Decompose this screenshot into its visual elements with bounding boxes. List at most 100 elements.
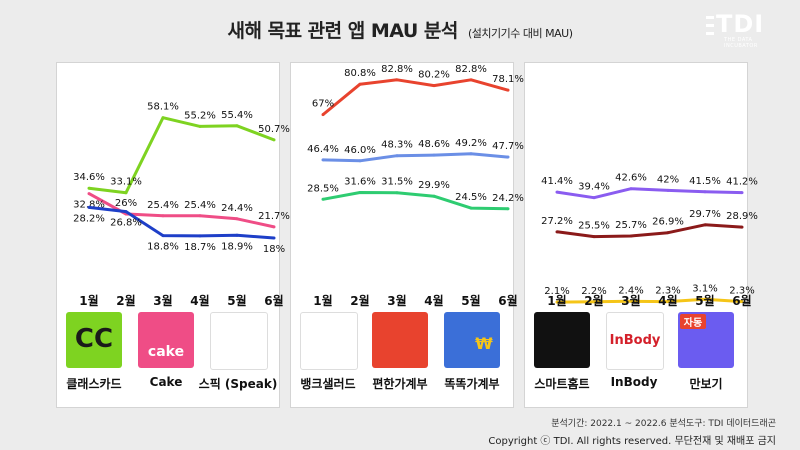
data-label: 29.7%: [689, 209, 721, 220]
month-label: 1월: [313, 294, 333, 308]
chart-1: 34.6% 33.1% 58.1% 55.2% 55.4% 50.7% 32.8% 26% 25…: [73, 102, 290, 255]
data-label: 25.4%: [184, 200, 216, 211]
data-point: [629, 187, 633, 191]
title-subtitle: (설치기기수 대비 MAU): [468, 27, 573, 40]
icon-text: CC: [74, 324, 114, 354]
classcard-icon: CC: [66, 312, 122, 368]
data-label: 2.2%: [581, 286, 606, 297]
data-label: 2.4%: [618, 285, 643, 296]
data-point: [321, 158, 325, 162]
app-name: 편한가계부: [372, 377, 428, 391]
data-label: 2.3%: [655, 286, 680, 297]
data-label: 25.7%: [615, 220, 647, 231]
data-point: [87, 186, 91, 190]
data-label: 41.2%: [726, 177, 758, 188]
data-point: [629, 299, 633, 303]
cake-icon: cake: [138, 312, 194, 368]
month-label: 5월: [461, 294, 481, 308]
data-label: 82.8%: [455, 64, 487, 75]
chart-3: 41.4% 39.4% 42.6% 42% 41.5% 41.2% 27.2% 25.5% 25…: [541, 173, 758, 304]
app-name: 스픽 (Speak): [198, 377, 278, 391]
data-label: 3.1%: [692, 283, 717, 294]
data-point: [592, 235, 596, 239]
icon-text: 자동: [680, 314, 706, 329]
data-point: [703, 223, 707, 227]
data-label: 24.4%: [221, 203, 253, 214]
data-point: [87, 205, 91, 209]
month-label: 6월: [264, 294, 284, 308]
series-line-1-1: [88, 116, 275, 195]
data-point: [506, 88, 510, 92]
data-label: 21.7%: [258, 211, 290, 222]
data-point: [272, 138, 276, 142]
data-point: [272, 225, 276, 229]
data-point: [432, 84, 436, 88]
data-point: [198, 124, 202, 128]
page-title: 새해 목표 관련 앱 MAU 분석 (설치기기수 대비 MAU): [0, 16, 800, 43]
data-point: [198, 234, 202, 238]
data-point: [358, 82, 362, 86]
data-point: [395, 78, 399, 82]
tdi-logo: TDI THE DATA INCUBATOR: [706, 10, 784, 49]
month-label: 6월: [498, 294, 518, 308]
data-label: 18.9%: [221, 241, 253, 252]
month-label: 4월: [658, 294, 678, 308]
lightbulb-icon: ₩: [444, 312, 500, 368]
data-point: [161, 214, 165, 218]
data-label: 32.8%: [73, 200, 105, 211]
month-label: 3월: [387, 294, 407, 308]
data-label: 55.2%: [184, 110, 216, 121]
inbody-icon: InBody: [606, 312, 664, 370]
pedometer-icon: 자동: [678, 312, 734, 368]
logo-text: TDI: [716, 10, 765, 38]
data-label: 29.9%: [418, 180, 450, 191]
data-label: 42%: [657, 174, 679, 185]
data-label: 25.4%: [147, 200, 179, 211]
data-point: [555, 190, 559, 194]
data-label: 80.8%: [344, 68, 376, 79]
data-label: 41.4%: [541, 176, 573, 187]
app-name: 만보기: [689, 377, 723, 391]
data-label: 39.4%: [578, 182, 610, 193]
data-point: [198, 214, 202, 218]
data-label: 78.1%: [492, 74, 524, 85]
data-label: 28.5%: [307, 183, 339, 194]
data-point: [592, 300, 596, 304]
series-line-3-2: [556, 223, 743, 239]
data-label: 48.6%: [418, 139, 450, 150]
data-point: [432, 194, 436, 198]
data-label: 58.1%: [147, 102, 179, 113]
data-point: [358, 159, 362, 163]
data-label: 41.5%: [689, 176, 721, 187]
data-label: 31.5%: [381, 177, 413, 188]
data-point: [235, 233, 239, 237]
data-label: 42.6%: [615, 173, 647, 184]
data-point: [703, 190, 707, 194]
app-name: 스마트홈트: [534, 377, 590, 391]
app-name: Cake: [149, 375, 183, 389]
data-point: [272, 236, 276, 240]
app-name: 똑똑가계부: [444, 377, 500, 391]
data-point: [321, 113, 325, 117]
month-label: 2월: [350, 294, 370, 308]
app-name: 클래스카드: [66, 377, 122, 391]
chart-2: 67% 80.8% 82.8% 80.2% 82.8% 78.1% 46.4% 46.0% 48…: [307, 64, 524, 211]
banksalad-icon: [300, 312, 358, 370]
data-label: 18%: [263, 244, 285, 255]
data-point: [629, 234, 633, 238]
data-label: 18.7%: [184, 242, 216, 253]
data-point: [555, 230, 559, 234]
data-point: [592, 196, 596, 200]
month-label: 4월: [424, 294, 444, 308]
data-point: [703, 297, 707, 301]
data-label: 55.4%: [221, 110, 253, 121]
app-name: 뱅크샐러드: [300, 377, 356, 391]
series-line-3-3: [556, 297, 743, 304]
data-point: [666, 231, 670, 235]
series-line-2-1: [322, 78, 509, 116]
data-label: 24.2%: [492, 193, 524, 204]
data-point: [395, 191, 399, 195]
data-point: [124, 191, 128, 195]
month-label: 6월: [732, 294, 752, 308]
